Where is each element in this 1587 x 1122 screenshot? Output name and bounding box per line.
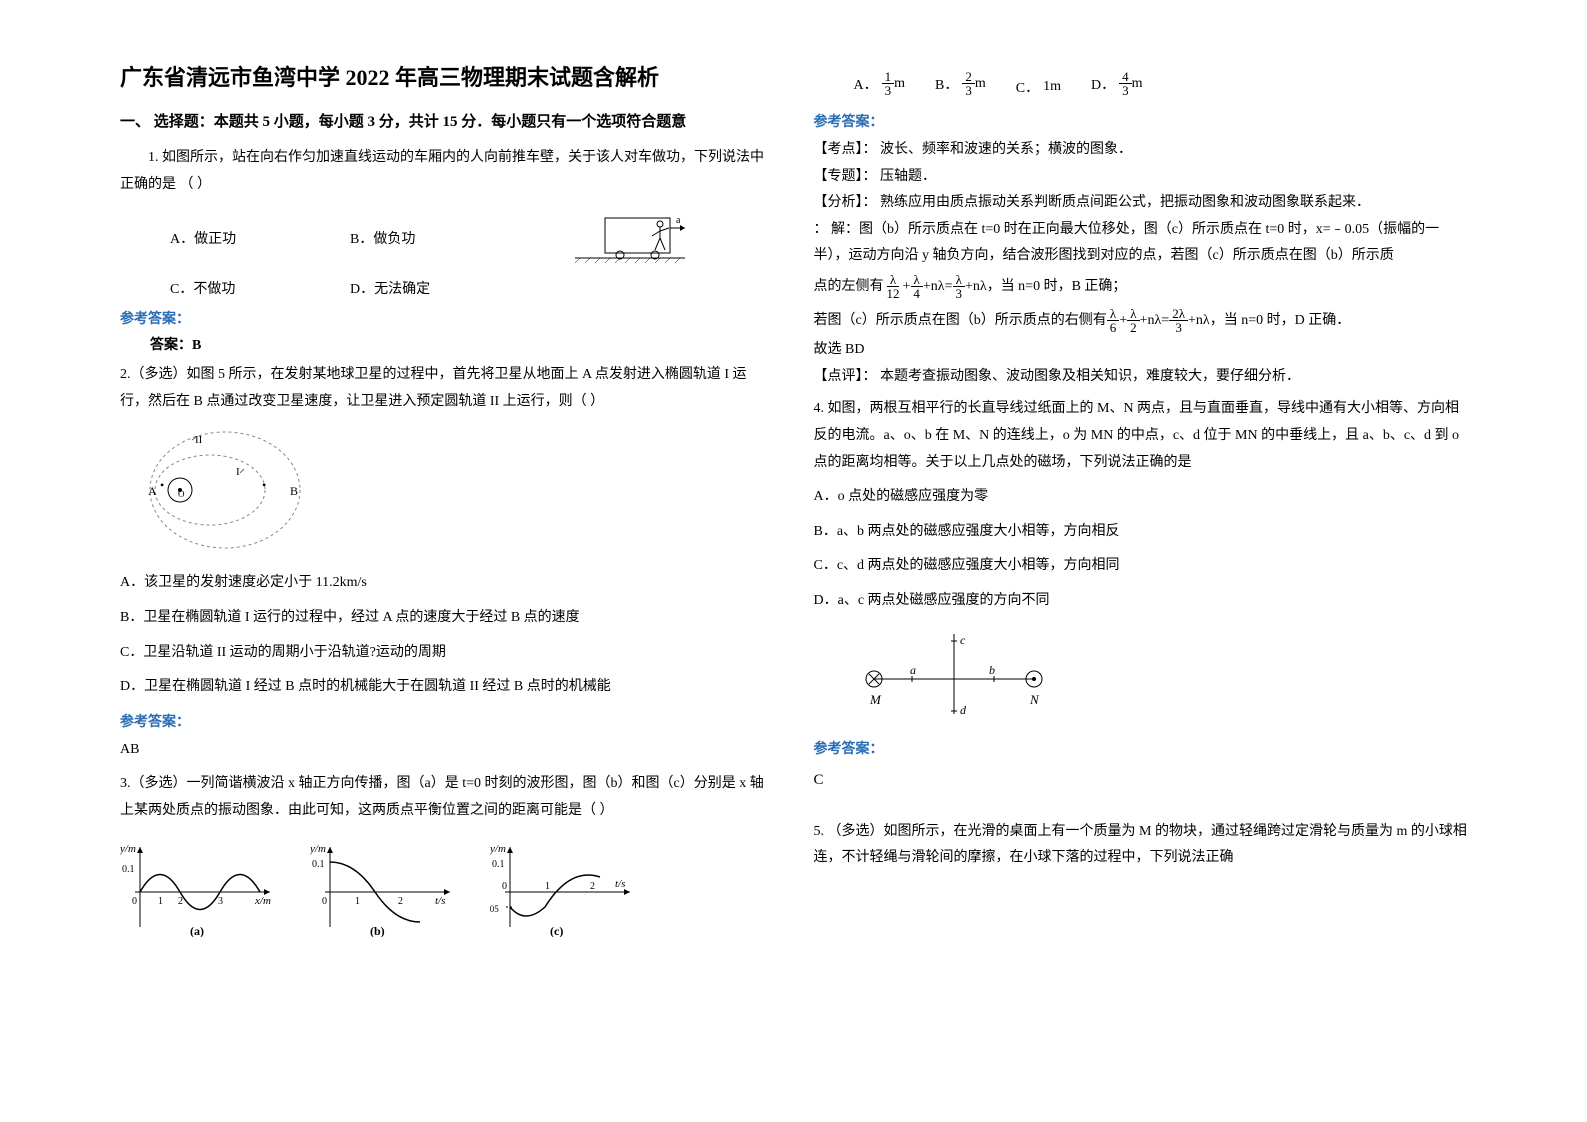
svg-text:x/m: x/m [254,895,271,907]
svg-text:0.1: 0.1 [122,864,135,875]
svg-text:a: a [910,663,916,677]
jie1: ： 解：图（b）所示质点在 t=0 时在正向最大位移处，图（c）所示质点在 t=… [814,217,1468,270]
svg-text:0: 0 [322,896,327,907]
q2-optB: B．卫星在椭圆轨道 I 运行的过程中，经过 A 点的速度大于经过 B 点的速度 [120,605,774,632]
q2-answer-label: 参考答案： [120,711,774,731]
svg-text:y/m: y/m [120,843,136,855]
q1-answer: 答案：B [150,334,774,354]
q4-answer-label: 参考答案： [814,738,1468,758]
formula1: 点的左侧有 λ12+λ4+nλ=λ3+nλ ，当 n=0 时，B 正确； [814,270,1468,304]
q5-text: 5. （多选）如图所示，在光滑的桌面上有一个质量为 M 的物块，通过轻绳跨过定滑… [814,819,1468,872]
q1-optD: D．无法确定 [350,278,530,298]
orbit-diagram: A • B • I II O [140,425,774,560]
svg-text:(a): (a) [190,924,204,937]
q4-optA: A．o 点处的磁感应强度为零 [814,484,1468,511]
section-header: 一、 选择题：本题共 5 小题，每小题 3 分，共计 15 分．每小题只有一个选… [120,110,774,131]
q2-optA: A．该卫星的发射速度必定小于 11.2km/s [120,570,774,597]
q3-text: 3.（多选）一列简谐横波沿 x 轴正方向传播，图（a）是 t=0 时刻的波形图，… [120,771,774,824]
svg-text:b: b [989,663,995,677]
page-title: 广东省清远市鱼湾中学 2022 年高三物理期末试题含解析 [120,60,774,92]
q4-optB: B．a、b 两点处的磁感应强度大小相等，方向相反 [814,519,1468,546]
q1-optB: B．做负功 [350,228,530,248]
svg-text:B: B [290,484,298,498]
svg-text:3: 3 [218,896,223,907]
svg-text:y/m: y/m [310,843,326,855]
q2-optD: D．卫星在椭圆轨道 I 经过 B 点时的机械能大于在圆轨道 II 经过 B 点时… [120,674,774,701]
svg-text:0.1: 0.1 [312,859,325,870]
svg-text:1: 1 [545,881,550,892]
svg-text:M: M [869,692,882,707]
mn-diagram: M N a b c d [844,629,1468,724]
q3-choices: A． 13 m B． 23 m C． 1m D． 43 m [854,70,1468,97]
wave-diagrams: y/m 0.1 0 1 2 3 x/m (a) y/m 0.1 0 1 2 t/… [120,837,774,937]
svg-text:t/s: t/s [615,878,625,890]
q2-answer: AB [120,737,774,764]
q2-text: 2.（多选）如图 5 所示，在发射某地球卫星的过程中，首先将卫星从地面上 A 点… [120,362,774,415]
svg-text:II: II [195,434,203,446]
q3-answer-label: 参考答案： [814,111,1468,131]
q1-text: 1. 如图所示，站在向右作匀加速直线运动的车厢内的人向前推车壁，关于该人对车做功… [120,145,774,198]
kaodian: 【考点】： 波长、频率和波速的关系；横波的图象． [814,137,1468,164]
guxuan: 故选 BD [814,337,1468,364]
svg-text:O: O [178,489,185,499]
q1-optA: A．做正功 [170,228,350,248]
svg-text:2: 2 [178,896,183,907]
q4-answer: C [814,772,1468,789]
svg-text:I: I [236,466,240,478]
svg-text:1: 1 [158,896,163,907]
q3-A-label: A． [854,74,878,94]
svg-text:0: 0 [502,881,507,892]
svg-text:-0.05: -0.05 [490,904,499,914]
fenxi: 【分析】： 熟练应用由质点振动关系判断质点间距公式，把振动图象和波动图象联系起来… [814,190,1468,217]
svg-text:c: c [960,633,966,647]
q4-text: 4. 如图，两根互相平行的长直导线过纸面上的 M、N 两点，且与直面垂直，导线中… [814,396,1468,476]
formula2: 若图（c）所示质点在图（b）所示质点的右侧有 λ6+λ2+nλ=2λ3+nλ ，… [814,304,1468,338]
svg-text:A: A [148,484,157,498]
svg-text:(c): (c) [550,924,563,937]
svg-text:y/m: y/m [490,843,506,855]
q1-optC: C．不做功 [170,278,350,298]
q4-optC: C．c、d 两点处的磁感应强度大小相等，方向相同 [814,553,1468,580]
q1-options-row1: A．做正功 B．做负功 [170,208,774,268]
svg-text:0: 0 [132,896,137,907]
q2-optC: C．卫星沿轨道 II 运动的周期小于沿轨道?运动的周期 [120,640,774,667]
q3-D-label: D． [1091,74,1115,94]
svg-text:2: 2 [398,896,403,907]
q4-optD: D．a、c 两点处磁感应强度的方向不同 [814,588,1468,615]
svg-text:t/s: t/s [435,895,445,907]
q3-B-label: B． [935,74,958,94]
svg-text:0.1: 0.1 [492,859,505,870]
svg-text:•: • [160,478,164,492]
svg-text:2: 2 [590,881,595,892]
zhuanti: 【专题】： 压轴题． [814,164,1468,191]
q3-C-label: C． [1016,77,1039,97]
svg-text:(b): (b) [370,924,385,937]
q1-options-row2: C．不做功 D．无法确定 [170,278,774,298]
svg-text:•: • [262,478,266,492]
cart-diagram: a [570,208,690,268]
svg-text:d: d [960,703,967,717]
q1-answer-label: 参考答案： [120,308,774,328]
svg-text:a: a [676,215,681,226]
svg-text:1: 1 [355,896,360,907]
svg-text:N: N [1029,692,1040,707]
dianping: 【点评】： 本题考查振动图象、波动图象及相关知识，难度较大，要仔细分析． [814,364,1468,391]
